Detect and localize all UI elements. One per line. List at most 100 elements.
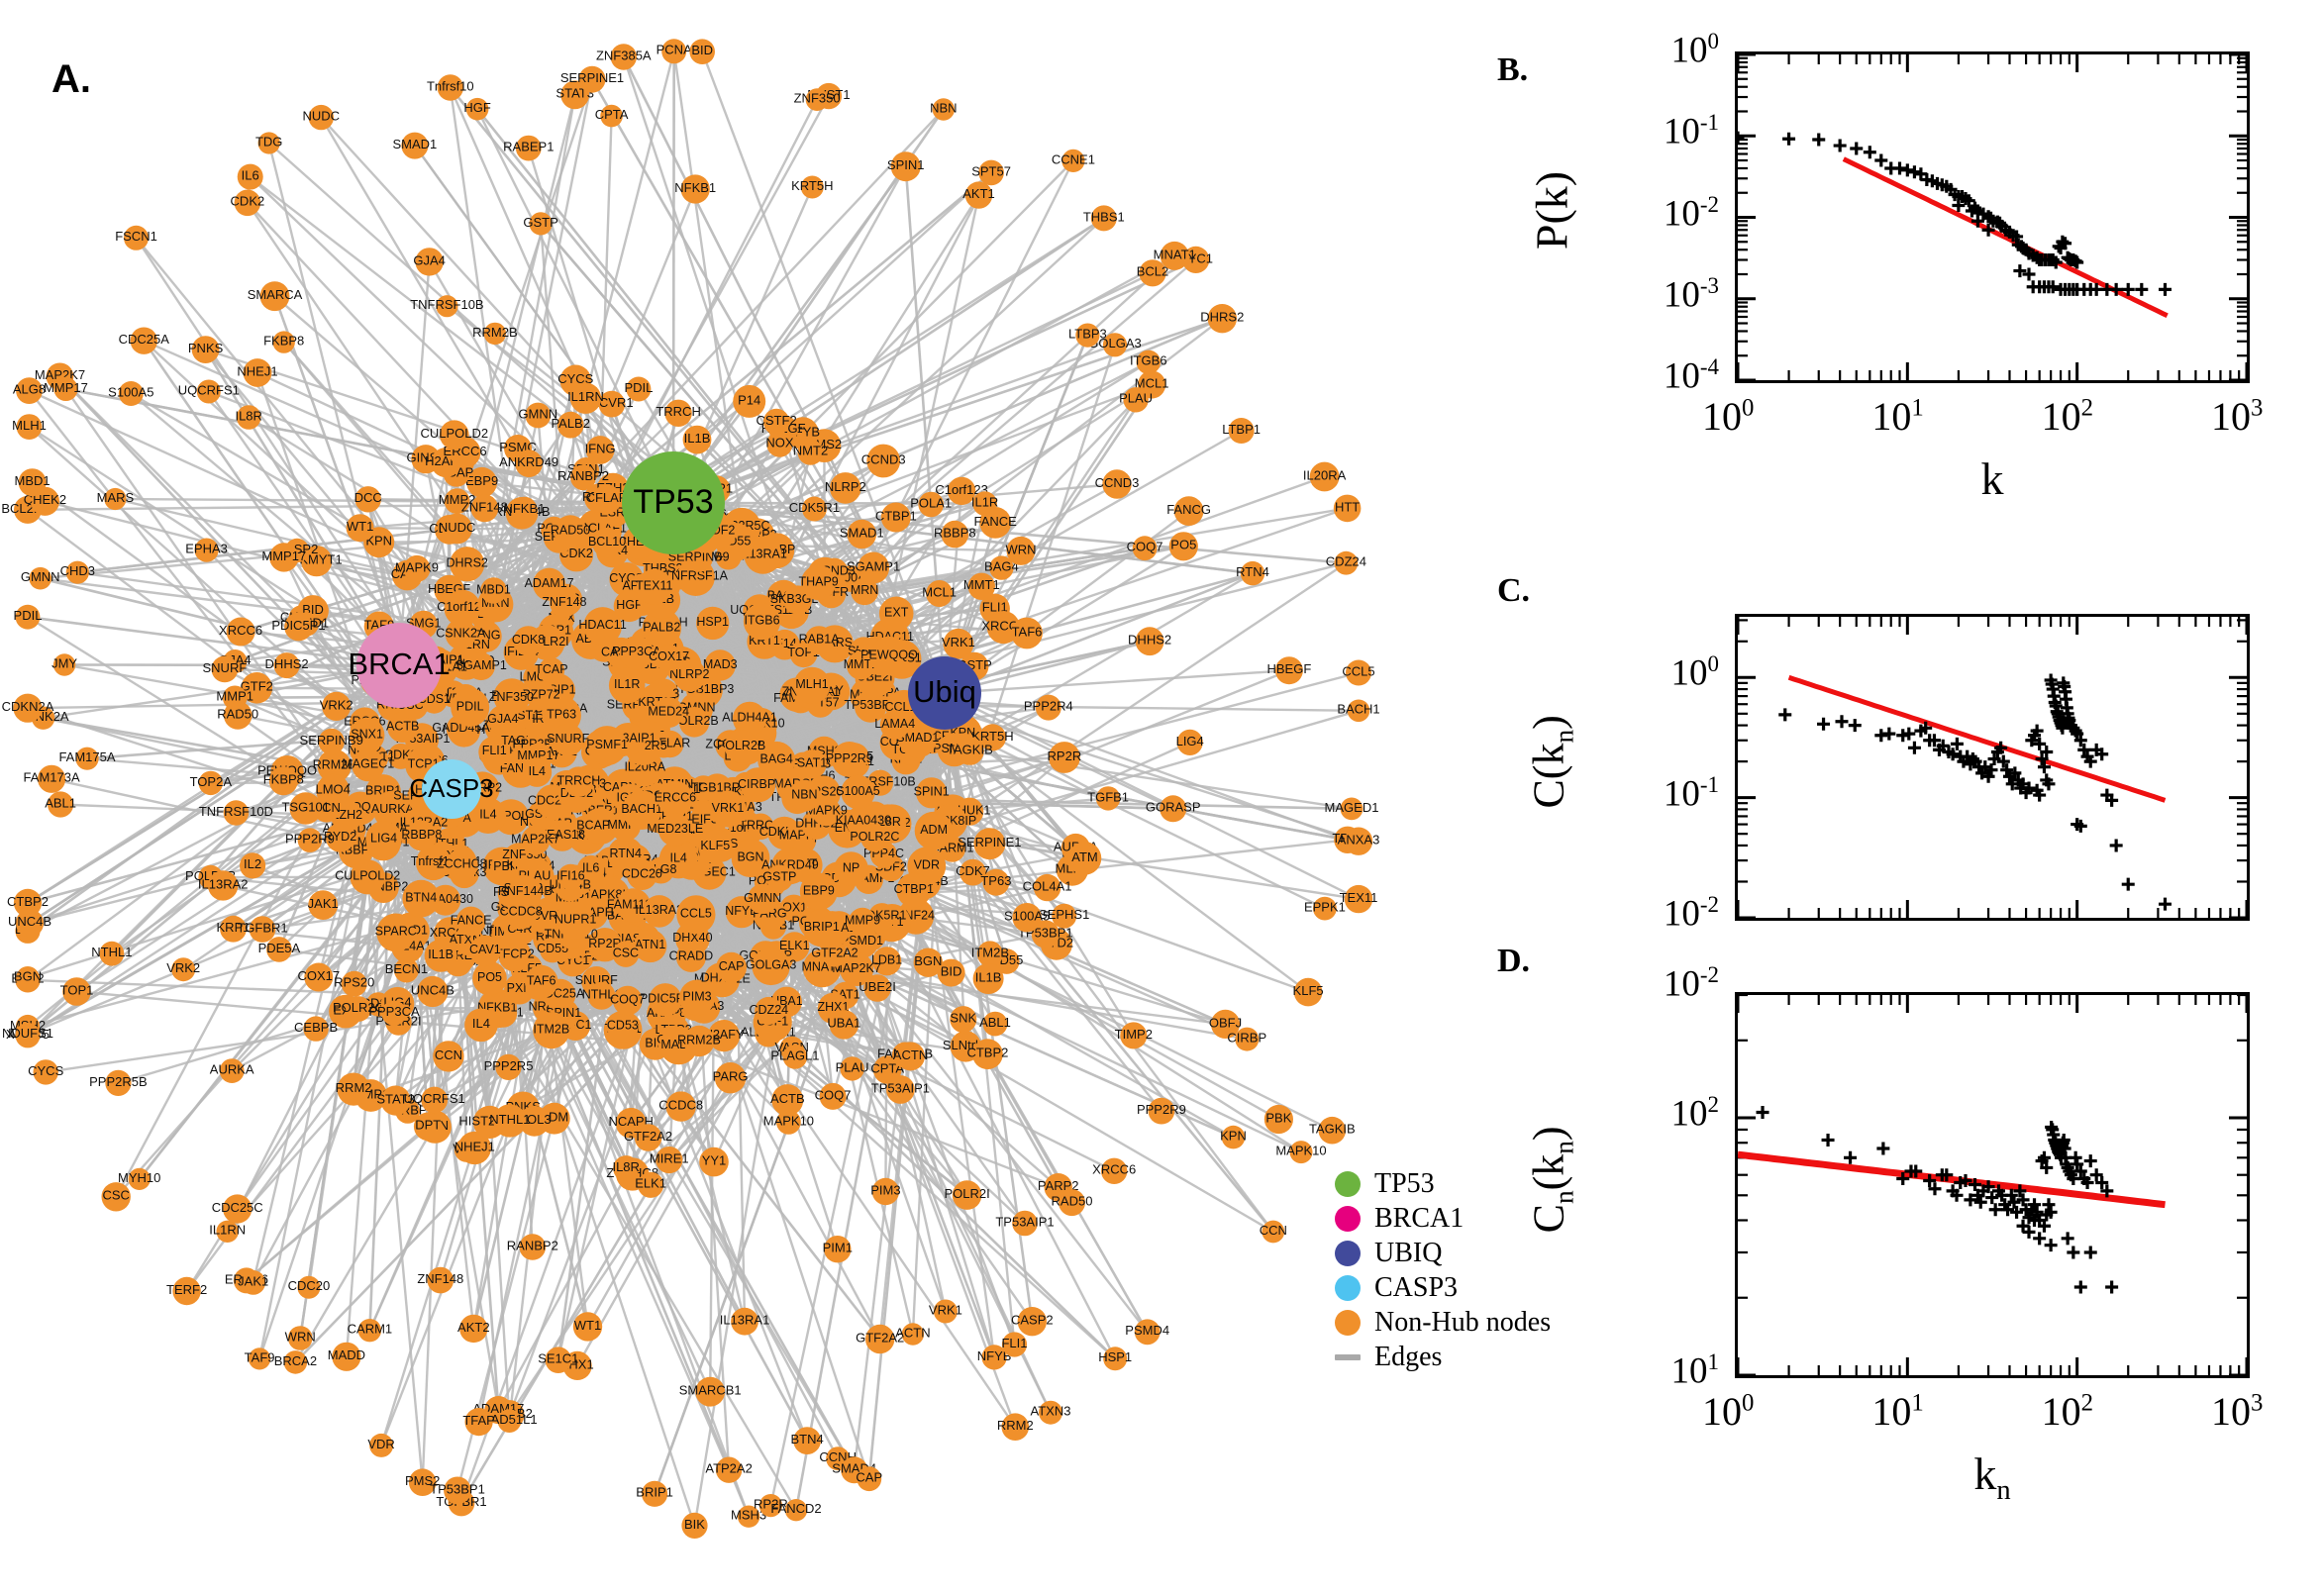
network-node[interactable]: KLF5 (1293, 977, 1324, 1007)
network-node[interactable]: SNX1 (349, 717, 385, 753)
network-node[interactable]: CSC (101, 1182, 131, 1212)
network-node[interactable]: PO5 (472, 960, 507, 996)
network-node[interactable]: TAF6 (524, 964, 558, 999)
network-node[interactable]: DHHS2 (1128, 627, 1171, 656)
network-node[interactable]: HTT (1333, 494, 1362, 523)
network-node[interactable]: IL1B (424, 939, 457, 972)
network-node[interactable]: SMARCA (248, 281, 303, 312)
network-node[interactable]: CARM1 (348, 1319, 393, 1343)
network-node[interactable]: PSMD4 (1125, 1319, 1169, 1346)
network-node[interactable]: GJA4 (413, 248, 446, 276)
network-node[interactable]: TNFRSF10B (410, 295, 484, 318)
network-node[interactable]: YY1 (699, 1147, 729, 1177)
network-node[interactable]: CAP (716, 951, 747, 983)
network-node[interactable]: IL4 (464, 1008, 498, 1043)
hub-node-casp3[interactable]: CASP3 (409, 759, 494, 819)
network-node[interactable]: ABL1 (45, 791, 76, 818)
network-node[interactable]: RABEP1 (503, 135, 554, 161)
network-node[interactable]: ATN1 (634, 929, 667, 963)
network-node[interactable]: TERF2 (166, 1276, 207, 1306)
network-node[interactable]: FAM175A (58, 747, 116, 770)
network-node[interactable]: TP53BP1 (430, 1476, 485, 1505)
network-node[interactable]: GMNN (21, 566, 60, 590)
network-node[interactable]: FLI1 (478, 736, 511, 768)
network-node[interactable]: CDC25A (119, 327, 170, 354)
hub-node-brca1[interactable]: BRCA1 (348, 623, 451, 708)
network-node[interactable]: FAM173A (24, 764, 80, 793)
network-node[interactable]: VRK1 (709, 790, 747, 828)
network-node[interactable]: VDR (367, 1433, 395, 1457)
network-node[interactable]: BRCA2 (274, 1350, 317, 1374)
network-node[interactable]: PPP2R9 (1137, 1097, 1186, 1125)
network-node[interactable]: CYCS (28, 1059, 64, 1085)
network-node[interactable]: ACTN (895, 1323, 931, 1346)
network-node[interactable]: HGF (463, 97, 491, 121)
network-node[interactable]: IL1R (608, 667, 646, 704)
network-node[interactable]: PBK (1263, 1104, 1293, 1135)
network-node[interactable]: RTN4 (1236, 560, 1269, 586)
network-node[interactable]: BID (689, 39, 715, 64)
network-node[interactable]: Tnfrsf10 (427, 74, 474, 101)
network-node[interactable]: PPP2R5B (89, 1069, 148, 1096)
network-node[interactable]: CCN (433, 1041, 464, 1072)
network-node[interactable]: GTF2A2 (856, 1324, 904, 1354)
network-node[interactable]: CCN (1260, 1220, 1287, 1244)
network-node[interactable]: CCND3 (1095, 469, 1140, 499)
network-node[interactable]: FKBP8 (263, 331, 304, 353)
network-node[interactable]: SMAD1 (393, 132, 438, 159)
network-node[interactable]: IL1B (972, 963, 1004, 994)
network-node[interactable]: ADM (914, 811, 954, 850)
network-node[interactable]: PNKS (188, 336, 224, 363)
network-node[interactable]: KLF5 (698, 829, 733, 864)
network-node[interactable]: NFKB1 (674, 174, 716, 204)
network-node[interactable]: PO5 (1168, 532, 1198, 561)
network-node[interactable]: ZNF385A (596, 44, 652, 70)
network-node[interactable]: IL4 (522, 757, 553, 787)
network-node[interactable]: NP (834, 851, 868, 886)
network-node[interactable]: SPT57 (971, 159, 1011, 186)
network-node[interactable]: CCL5 (1342, 659, 1375, 686)
network-node[interactable]: CSC (612, 941, 640, 967)
network-node[interactable]: LIG4 (1176, 729, 1204, 756)
network-node[interactable]: LTBP3 (1068, 323, 1107, 348)
network-node[interactable]: IL1B (682, 425, 712, 454)
network-node[interactable]: ATXN3 (1031, 1400, 1071, 1425)
network-node[interactable]: KRT5H (791, 175, 833, 199)
network-node[interactable]: AKT1 (962, 181, 995, 209)
network-node[interactable]: NBN (930, 98, 958, 121)
network-node[interactable]: FSCN1 (115, 225, 157, 250)
network-node[interactable]: AKT2 (457, 1314, 490, 1344)
network-node[interactable]: LIG4 (365, 821, 402, 857)
network-node[interactable]: MLH1 (793, 666, 831, 704)
network-node[interactable]: CASP2 (1011, 1307, 1054, 1337)
network-node[interactable]: IL6 (237, 163, 263, 190)
network-node[interactable]: CDK2 (231, 189, 265, 217)
network-node[interactable]: TAGKIB (1309, 1116, 1356, 1145)
network-node[interactable]: SNK (950, 1006, 976, 1034)
network-node[interactable]: IL1RN (209, 1220, 246, 1244)
network-node[interactable]: TEX11 (1340, 884, 1378, 914)
network-node[interactable]: BTN4 (402, 879, 441, 918)
network-node[interactable]: JMY (51, 653, 77, 676)
network-node[interactable]: CD53 (606, 1010, 639, 1043)
network-node[interactable]: NBN (788, 779, 821, 812)
network-node[interactable]: TAF9 (245, 1347, 275, 1370)
network-node[interactable]: HSP1 (1098, 1347, 1132, 1371)
network-node[interactable]: MADD (328, 1342, 365, 1371)
network-node[interactable]: CCNE1 (1052, 149, 1095, 172)
network-node[interactable]: TAF6 (1011, 617, 1043, 649)
network-node[interactable]: CCL5 (676, 895, 716, 935)
network-node[interactable]: RRM2 (997, 1413, 1034, 1441)
network-node[interactable]: WT1 (572, 1312, 603, 1342)
network-node[interactable]: CPTA (595, 104, 629, 128)
network-node[interactable]: PDIL (14, 604, 43, 630)
network-node[interactable]: BTN4 (790, 1427, 824, 1454)
network-node[interactable]: ATP2A2 (705, 1456, 753, 1483)
network-node[interactable]: SPIN1 (887, 151, 925, 182)
network-node[interactable]: EBP9 (799, 872, 838, 911)
network-node[interactable]: PDIL (624, 376, 653, 402)
network-node[interactable]: EXT (878, 596, 914, 632)
network-node[interactable]: ITGB6 (743, 602, 781, 641)
network-node[interactable]: PMS2 (405, 1468, 440, 1496)
network-node[interactable]: VRK1 (929, 1299, 962, 1324)
